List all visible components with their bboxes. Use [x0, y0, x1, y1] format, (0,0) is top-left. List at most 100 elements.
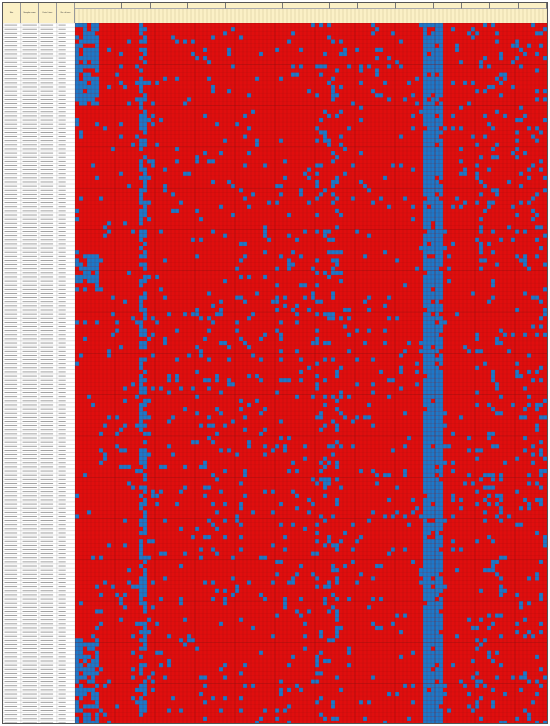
header-date[interactable]: Date / time	[39, 3, 57, 23]
present-cell	[315, 386, 320, 391]
present-cell	[347, 349, 352, 354]
present-cell	[323, 423, 328, 428]
present-cell	[195, 208, 200, 214]
present-cell	[147, 675, 152, 680]
header-sample-name[interactable]: Sample name	[21, 3, 39, 23]
present-cell	[523, 708, 528, 713]
present-cell	[203, 683, 208, 688]
present-cell	[495, 559, 500, 565]
present-cell	[79, 642, 84, 647]
taxon-group-header[interactable]	[518, 3, 547, 9]
present-cell	[471, 134, 476, 139]
present-cell	[127, 270, 132, 275]
present-cell	[423, 506, 428, 511]
present-cell	[163, 76, 168, 81]
present-cell	[155, 502, 160, 507]
present-cell	[427, 134, 432, 139]
present-cell	[531, 163, 536, 168]
taxon-group-header[interactable]	[122, 3, 151, 9]
present-cell	[323, 518, 328, 523]
present-cell	[439, 654, 444, 659]
taxon-group-header[interactable]	[150, 3, 189, 9]
present-cell	[435, 56, 440, 61]
present-cell	[323, 584, 328, 589]
present-cell	[95, 320, 100, 325]
present-cell	[539, 299, 544, 304]
present-cell	[143, 117, 148, 123]
taxon-group-header[interactable]	[329, 3, 359, 9]
present-cell	[515, 369, 520, 375]
taxon-group-header[interactable]	[282, 3, 330, 9]
present-cell	[543, 415, 547, 420]
present-cell	[491, 621, 496, 626]
present-cell	[515, 146, 520, 152]
present-cell	[435, 76, 440, 81]
present-cell	[423, 489, 428, 494]
present-cell	[167, 658, 172, 664]
present-cell	[75, 68, 80, 73]
taxon-group-header[interactable]	[433, 3, 463, 9]
present-cell	[147, 452, 152, 457]
taxon-group-header[interactable]	[358, 3, 396, 9]
present-cell	[423, 204, 428, 209]
present-cell	[543, 287, 547, 292]
taxon-group-header[interactable]	[490, 3, 519, 9]
present-cell	[503, 691, 508, 697]
present-cell	[427, 43, 432, 48]
present-cell	[435, 274, 440, 280]
present-cell	[87, 510, 92, 515]
present-cell	[147, 398, 152, 403]
present-cell	[427, 440, 432, 445]
present-cell	[299, 687, 304, 693]
present-cell	[431, 188, 436, 193]
present-cell	[435, 481, 440, 486]
present-cell	[543, 97, 547, 102]
present-cell	[263, 274, 268, 280]
present-cell	[435, 196, 440, 201]
present-cell	[75, 93, 80, 98]
present-cell	[439, 663, 444, 668]
present-cell	[415, 101, 420, 106]
present-cell	[423, 468, 428, 474]
present-cell	[83, 84, 88, 90]
presence-absence-grid[interactable]	[75, 23, 547, 724]
taxon-group-header[interactable]	[188, 3, 227, 9]
present-cell	[83, 27, 88, 32]
present-cell	[327, 535, 332, 540]
present-cell	[435, 188, 440, 193]
present-cell	[539, 559, 544, 565]
present-cell	[343, 51, 348, 57]
present-cell	[539, 473, 544, 478]
present-cell	[427, 667, 432, 672]
present-cell	[447, 279, 452, 284]
present-cell	[331, 563, 336, 569]
present-cell	[351, 444, 356, 449]
present-cell	[95, 716, 100, 721]
present-cell	[387, 97, 392, 102]
present-cell	[243, 340, 248, 346]
present-cell	[435, 704, 440, 709]
taxon-group-header[interactable]	[395, 3, 434, 9]
present-cell	[271, 489, 276, 494]
taxon-group-header[interactable]	[75, 3, 123, 9]
taxon-group-header[interactable]	[226, 3, 283, 9]
present-cell	[111, 584, 116, 589]
present-cell	[319, 514, 324, 519]
present-cell	[143, 642, 148, 647]
header-site[interactable]: Site	[3, 3, 21, 23]
present-cell	[283, 378, 288, 383]
present-cell	[439, 464, 444, 470]
present-cell	[435, 328, 440, 333]
present-cell	[423, 423, 428, 428]
present-cell	[411, 559, 416, 565]
present-cell	[163, 551, 168, 556]
present-cell	[475, 332, 480, 337]
present-cell	[411, 217, 416, 222]
taxon-group-header[interactable]	[462, 3, 491, 9]
present-cell	[95, 68, 100, 73]
present-cell	[187, 634, 192, 639]
present-cell	[331, 39, 336, 44]
header-taxa-count[interactable]: No. of taxa	[57, 3, 75, 23]
present-cell	[427, 369, 432, 375]
present-cell	[295, 468, 300, 474]
